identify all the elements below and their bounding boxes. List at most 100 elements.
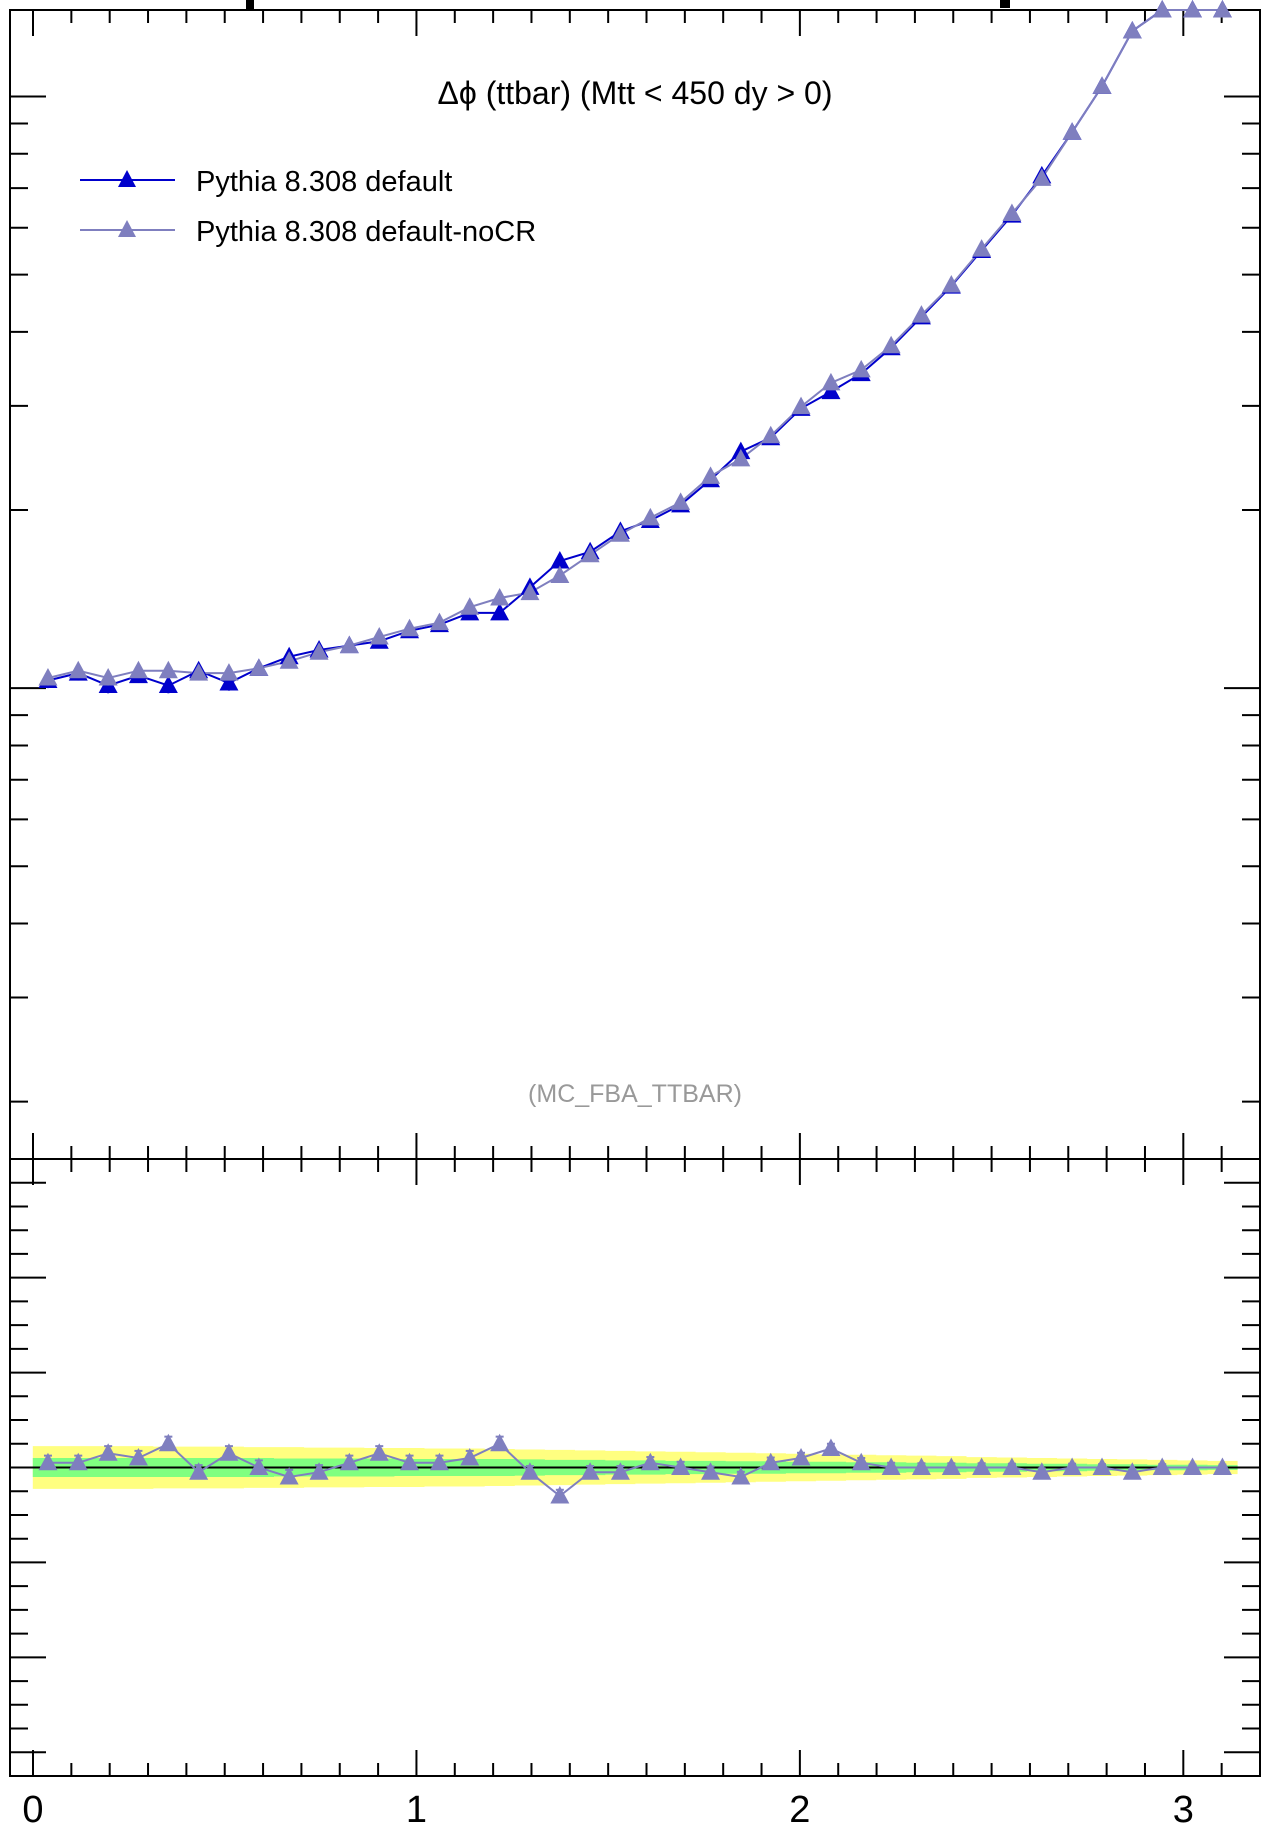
data-point-nocr [851,359,871,378]
data-point-nocr [429,612,449,631]
data-point-nocr [249,658,269,676]
data-point-nocr [550,565,570,584]
x-tick-label: 2 [789,1789,810,1829]
main-markers [38,0,1232,694]
data-point-nocr [881,335,901,354]
ratio-point [1032,1462,1052,1480]
data-point-nocr [339,635,359,654]
ratio-point [731,1466,751,1485]
x-tick-label: 1 [406,1789,427,1829]
data-point-nocr [279,651,299,669]
data-point-nocr [671,492,691,510]
data-point-nocr [1032,168,1052,186]
data-point-nocr [219,663,239,681]
data-point-nocr [731,448,751,467]
data-point-nocr [821,372,841,391]
data-point-nocr [460,597,480,615]
ratio-series [38,1433,1232,1504]
series-line-nocr [47,9,1223,680]
data-point-nocr [1062,122,1082,140]
data-point-nocr [911,305,931,323]
data-point-nocr [580,544,600,563]
data-point-default [490,602,510,621]
ratio-point [701,1462,721,1480]
data-point-nocr [1002,203,1022,222]
ratio-point [158,1433,178,1452]
ratio-point [189,1462,209,1480]
ratio-point [490,1433,510,1452]
series-lines [47,9,1223,687]
data-point-nocr [369,627,389,645]
legend-label-default: Pythia 8.308 default [196,166,452,198]
ratio-point [610,1462,630,1480]
data-point-nocr [68,660,88,679]
ratio-point [761,1452,781,1471]
data-point-nocr [189,663,209,681]
data-point-nocr [972,239,992,257]
ratio-point [881,1457,901,1475]
ratio-point [460,1448,480,1466]
x-tick-labels: 0 1 2 3 [22,1789,1193,1829]
data-point-nocr [1092,76,1112,94]
x-tick-label: 3 [1173,1789,1194,1829]
ratio-point [1092,1457,1112,1475]
axes [10,10,1261,1776]
ratio-point [972,1457,992,1475]
ratio-point [68,1452,88,1471]
ratio-point [1152,1457,1172,1475]
data-point-nocr [38,668,58,686]
ratio-point [309,1462,329,1480]
x-tick-label: 0 [22,1789,43,1829]
ratio-point [580,1462,600,1480]
data-point-nocr [158,660,178,679]
data-point-nocr [941,275,961,293]
data-point-nocr [1152,0,1172,18]
data-point-nocr [309,642,329,660]
analysis-watermark: (MC_FBA_TTBAR) [528,1080,742,1108]
data-point-nocr [761,425,781,444]
ratio-point [1122,1462,1142,1480]
data-point-nocr [1122,21,1142,39]
ratio-point [219,1443,239,1461]
ratio-point [1212,1457,1232,1475]
data-point-nocr [400,618,420,637]
ratio-point [851,1452,871,1471]
data-point-default [219,673,239,691]
legend-marker-nocr [118,220,136,237]
legend: Pythia 8.308 default Pythia 8.308 defaul… [80,166,536,248]
plot-title: Δϕ (ttbar) (Mtt < 450 dy > 0) [438,75,833,111]
data-point-nocr [791,396,811,415]
data-point-nocr [640,507,660,526]
data-point-default [550,550,570,569]
ratio-point [1002,1457,1022,1475]
ratio-point [339,1452,359,1471]
data-point-nocr [1212,0,1232,18]
data-point-default [821,381,841,400]
ratio-point [38,1452,58,1471]
series-line-default [47,9,1223,687]
ratio-point [98,1443,118,1461]
ratio-point [1062,1457,1082,1475]
ratio-point [249,1457,269,1475]
ratio-point [279,1466,299,1485]
ratio-point [429,1452,449,1471]
data-point-nocr [128,660,148,679]
data-point-nocr [610,524,630,542]
ratio-point [821,1438,841,1457]
data-point-nocr [98,668,118,686]
ratio-point [400,1452,420,1471]
ratio-point [369,1443,389,1461]
ratio-point [640,1452,660,1471]
clipped-top-title [246,0,1010,10]
ratio-point [911,1457,931,1475]
data-point-default [158,675,178,694]
ratio-point [520,1462,540,1480]
data-point-nocr [1183,0,1203,18]
ratio-point [550,1485,570,1504]
legend-marker-default [118,170,136,187]
ratio-point [1183,1457,1203,1475]
ratio-point [941,1457,961,1475]
ratio-point [128,1448,148,1466]
ratio-point [671,1457,691,1475]
